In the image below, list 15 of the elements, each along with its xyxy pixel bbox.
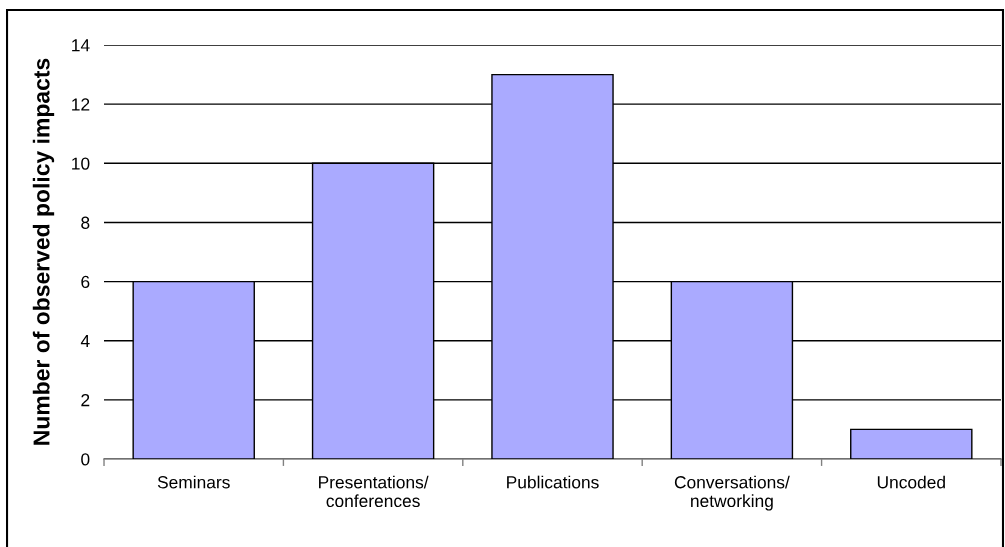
y-tick-label: 14 bbox=[72, 39, 90, 52]
y-tick-label: 12 bbox=[72, 98, 90, 111]
x-tick-label: Conversations/ networking bbox=[674, 475, 790, 511]
y-tick-label: 6 bbox=[81, 275, 90, 289]
bar bbox=[850, 428, 973, 459]
x-tick-label: Uncoded bbox=[877, 475, 945, 489]
x-tick-label: Seminars bbox=[157, 475, 230, 489]
y-tick-label: 0 bbox=[81, 453, 90, 466]
y-tick-label: 4 bbox=[80, 335, 90, 347]
y-tick-label: 10 bbox=[72, 157, 90, 170]
x-tick-label: Presentations/ conferences bbox=[319, 475, 429, 508]
y-tick-label: 2 bbox=[81, 394, 90, 407]
y-axis-title: Number of observed policy impacts bbox=[32, 58, 55, 445]
x-tick-label: Publications bbox=[507, 475, 599, 489]
y-tick-label: 8 bbox=[81, 216, 90, 229]
